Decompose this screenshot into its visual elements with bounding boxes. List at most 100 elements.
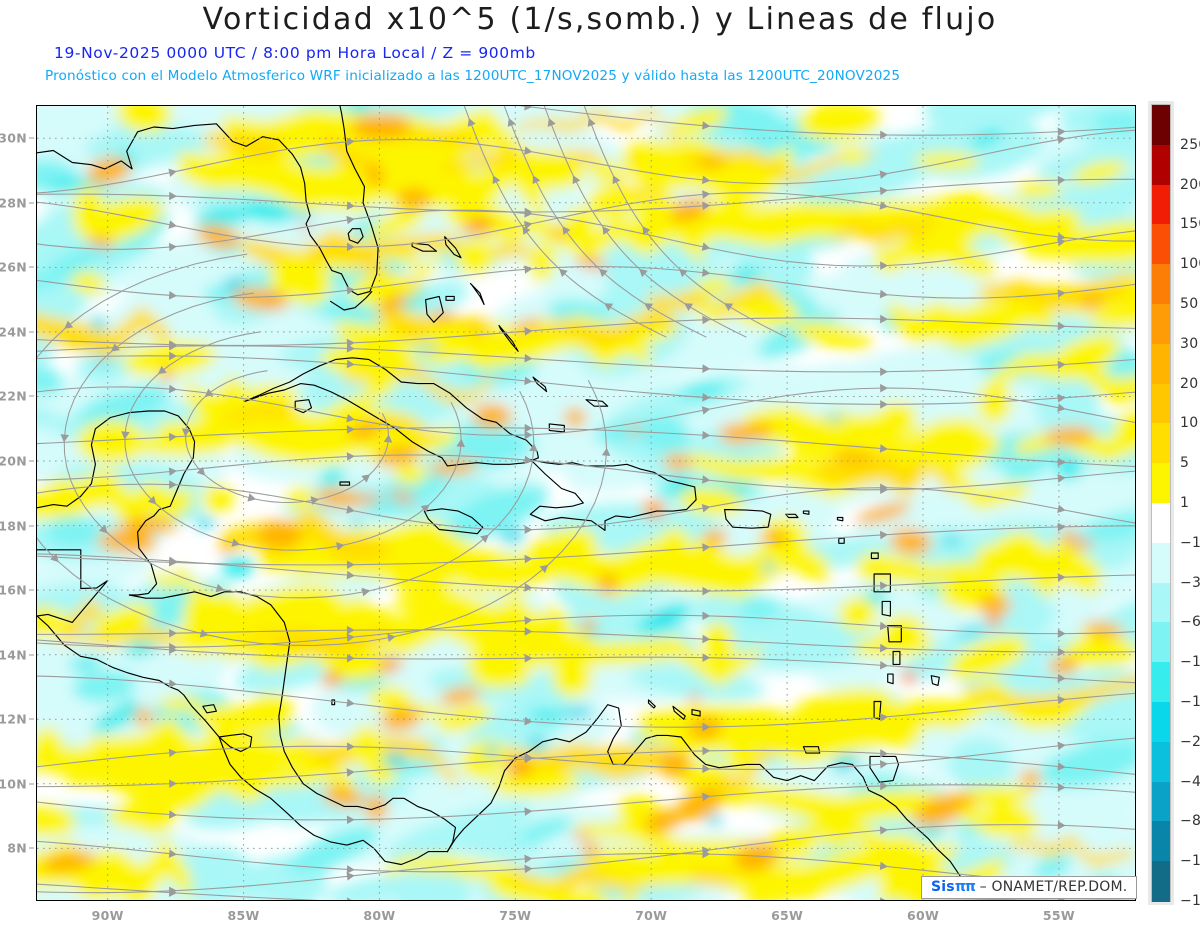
vorticity-blob (948, 737, 1013, 793)
streamline-path (37, 427, 1135, 468)
coastline-path (802, 510, 810, 515)
streamline-arrow-icon (524, 376, 533, 386)
streamline-arrow-icon (98, 524, 108, 534)
vorticity-ribbon (965, 676, 1135, 709)
streamline-arrow-icon (702, 393, 711, 402)
streamline-arrow-icon (702, 543, 711, 552)
colorbar[interactable]: 250 200 150 100 50 30 20 10 5 1 −1 −3 −6 −12 −18 −26 −42… (1148, 101, 1200, 909)
coastline-path (887, 673, 894, 685)
streamline-arrow-icon (1057, 741, 1066, 751)
streamline-arrow-icon (346, 633, 355, 642)
page-title: Vorticidad x10^5 (1/s,somb.) y Lineas de… (202, 2, 998, 37)
streamline-arrow-icon (701, 406, 711, 415)
vorticity-blob (657, 612, 672, 623)
vorticity-ribbon (505, 215, 704, 268)
vorticity-blob (37, 262, 90, 291)
coastline-path (202, 704, 217, 714)
vorticity-blob (670, 197, 709, 223)
streamline-arrow-icon (879, 170, 888, 179)
coastline-path (672, 705, 686, 720)
streamline-arrow-icon (111, 343, 120, 352)
lat-tick-mark (29, 654, 34, 656)
streamline-path (37, 614, 1135, 648)
coastline-path (873, 700, 882, 720)
vorticity-blob (37, 609, 72, 638)
vorticity-blob (292, 211, 314, 219)
vorticity-blob (128, 793, 177, 835)
vorticity-blob (642, 500, 666, 519)
colorbar-segment (1152, 224, 1170, 265)
vorticity-blob (506, 760, 532, 777)
streamline-arrow-icon (346, 815, 355, 825)
streamline-arrow-icon (880, 897, 888, 900)
map-plot-area[interactable] (36, 105, 1136, 901)
streamline-arrow-icon (168, 849, 177, 858)
vorticity-blob (37, 727, 64, 769)
coastline-path (785, 513, 799, 519)
coastline-path (930, 675, 940, 686)
coastline-path (339, 481, 351, 486)
streamline-arrow-icon (346, 286, 355, 295)
latitude-axis: 30N 28N 26N 24N 22N 20N 18N 16N 14N 12N 10N 8N (0, 0, 36, 927)
colorbar-segment (1152, 503, 1170, 544)
streamline-arrow-icon (880, 383, 888, 393)
streamline-arrow-icon (147, 495, 157, 505)
coastline-path (836, 516, 844, 522)
streamline-arrow-icon (524, 525, 533, 534)
vorticity-blob (271, 877, 328, 900)
streamline-arrow-icon (701, 242, 711, 251)
coastline-path (529, 458, 697, 531)
streamline-arrow-icon (346, 215, 355, 225)
streamline-arrow-icon (612, 175, 621, 185)
streamline-arrow-icon (524, 146, 533, 155)
vorticity-ribbon (647, 279, 785, 325)
streamline-arrow-icon (702, 746, 711, 756)
streamline-arrow-icon (168, 291, 177, 300)
colorbar-segment (1152, 821, 1170, 862)
lat-tick-label: 26N (0, 259, 27, 275)
streamline-path (37, 386, 1135, 436)
colorbar-tick-label: 10 (1180, 415, 1199, 432)
vorticity-blob (1088, 310, 1135, 328)
streamline-arrow-icon (310, 496, 320, 505)
streamline-arrow-icon (1057, 762, 1066, 771)
coastline-path (446, 704, 997, 899)
streamline-arrow-icon (1057, 647, 1066, 657)
streamline-path (37, 454, 1135, 491)
streamline-arrow-icon (522, 226, 531, 235)
lat-tick-label: 18N (0, 518, 27, 534)
vorticity-blob (696, 303, 726, 321)
streamline-arrow-icon (524, 554, 533, 564)
vorticity-blob (982, 802, 1039, 837)
colorbar-segment (1152, 861, 1170, 902)
streamline-arrow-icon (168, 384, 177, 394)
streamline-arrow-icon (1057, 820, 1066, 830)
streamline-arrow-icon (168, 432, 177, 442)
vorticity-blob (447, 485, 549, 538)
coastline-path (869, 755, 900, 783)
vorticity-blob (657, 751, 691, 777)
coastline-path (128, 591, 457, 853)
streamline-arrow-icon (702, 121, 711, 130)
vorticity-blob (173, 608, 264, 655)
streamline-arrow-icon (1057, 393, 1066, 403)
streamline-arrow-icon (879, 581, 888, 591)
vorticity-blob (116, 106, 172, 133)
streamline-arrow-icon (524, 583, 533, 592)
streamline-arrow-icon (880, 367, 888, 377)
colorbar-tick-label: 250 (1180, 136, 1200, 153)
vorticity-blob (314, 488, 363, 508)
coastline-path (244, 357, 539, 467)
streamline-arrow-icon (524, 423, 533, 433)
streamline-arrow-icon (1057, 289, 1066, 298)
streamline-arrow-icon (702, 175, 711, 185)
streamline-path (37, 749, 1135, 788)
vorticity-blob (671, 473, 690, 497)
vorticity-blob (380, 707, 421, 731)
streamline-path (37, 525, 1135, 566)
colorbar-segment (1152, 264, 1170, 305)
streamline-arrow-icon (702, 201, 711, 211)
streamline-arrow-icon (168, 220, 177, 229)
streamline-arrow-icon (587, 118, 596, 127)
vorticity-blob (325, 874, 425, 900)
